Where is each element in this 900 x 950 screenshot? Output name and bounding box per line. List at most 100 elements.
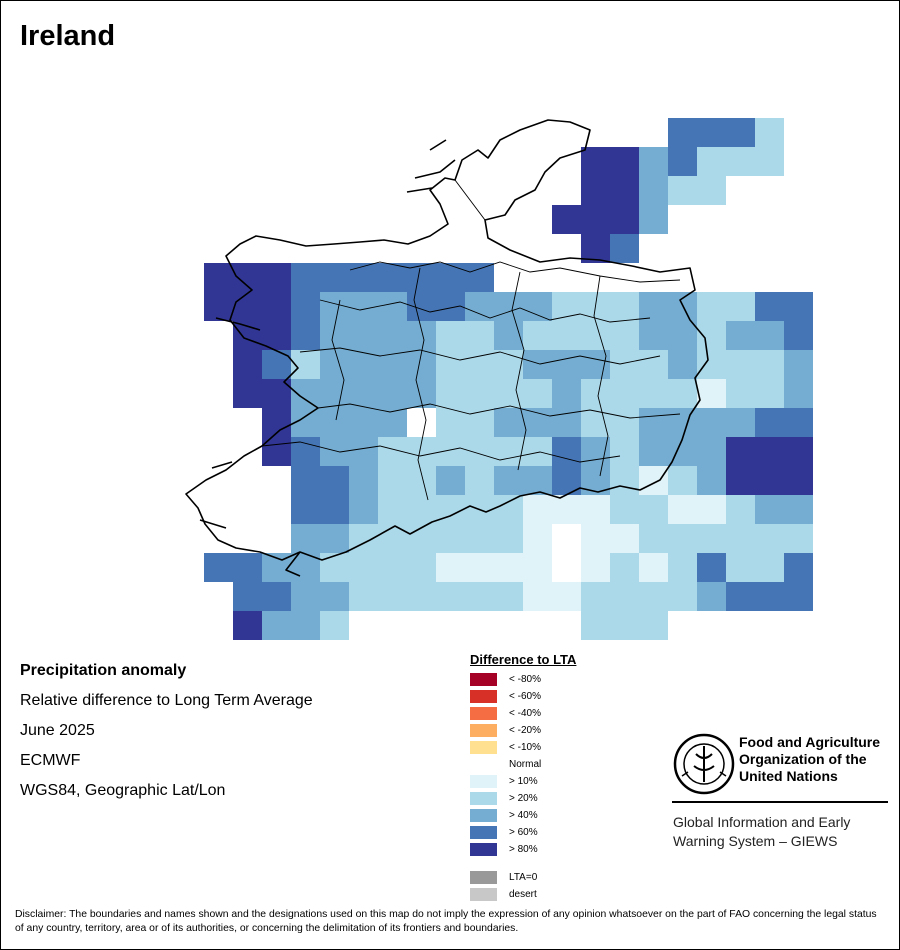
anomaly-cell (378, 466, 407, 495)
info-period: June 2025 (20, 722, 95, 739)
anomaly-cell (349, 263, 378, 292)
anomaly-cell (784, 553, 813, 582)
anomaly-cell (581, 495, 610, 524)
legend-swatch (470, 673, 497, 686)
anomaly-grid (204, 118, 813, 640)
anomaly-cell (639, 379, 668, 408)
anomaly-cell (668, 379, 697, 408)
legend-label: < -40% (509, 708, 541, 719)
anomaly-cell (523, 582, 552, 611)
anomaly-cell (436, 466, 465, 495)
anomaly-cell (784, 582, 813, 611)
anomaly-cell (755, 379, 784, 408)
county-border (454, 179, 486, 221)
anomaly-cell (523, 437, 552, 466)
anomaly-cell (349, 321, 378, 350)
county-border (331, 299, 345, 421)
anomaly-cell (784, 437, 813, 466)
anomaly-cell (697, 408, 726, 437)
anomaly-cell (465, 466, 494, 495)
anomaly-cell (552, 292, 581, 321)
anomaly-cell (697, 147, 726, 176)
anomaly-cell (697, 292, 726, 321)
legend-label: > 60% (509, 827, 538, 838)
anomaly-cell (610, 553, 639, 582)
anomaly-cell (581, 553, 610, 582)
anomaly-cell (262, 350, 291, 379)
ireland-map (185, 118, 813, 640)
anomaly-cell (610, 147, 639, 176)
anomaly-cell (697, 379, 726, 408)
legend-swatch (470, 775, 497, 788)
anomaly-cell (465, 553, 494, 582)
anomaly-cell (494, 524, 523, 553)
anomaly-cell (552, 553, 581, 582)
anomaly-cell (697, 176, 726, 205)
anomaly-cell (523, 350, 552, 379)
anomaly-cell (465, 611, 494, 640)
anomaly-cell (581, 234, 610, 263)
anomaly-cell (610, 379, 639, 408)
anomaly-cell (378, 524, 407, 553)
anomaly-cell (639, 292, 668, 321)
anomaly-cell (407, 292, 436, 321)
anomaly-cell (697, 466, 726, 495)
anomaly-cell (407, 466, 436, 495)
anomaly-cell (755, 553, 784, 582)
anomaly-cell (465, 437, 494, 466)
anomaly-cell (523, 495, 552, 524)
anomaly-cell (552, 611, 581, 640)
anomaly-cell (291, 379, 320, 408)
anomaly-cell (610, 292, 639, 321)
anomaly-cell (639, 466, 668, 495)
anomaly-cell (668, 176, 697, 205)
anomaly-cell (494, 379, 523, 408)
anomaly-cell (436, 582, 465, 611)
anomaly-cell (262, 611, 291, 640)
anomaly-cell (320, 466, 349, 495)
anomaly-cell (233, 582, 262, 611)
anomaly-cell (726, 524, 755, 553)
anomaly-cell (755, 321, 784, 350)
anomaly-cell (784, 321, 813, 350)
anomaly-cell (581, 147, 610, 176)
anomaly-cell (755, 524, 784, 553)
anomaly-cell (320, 524, 349, 553)
anomaly-cell (494, 611, 523, 640)
legend-item: > 20% (470, 791, 576, 808)
anomaly-cell (378, 350, 407, 379)
anomaly-cell (639, 437, 668, 466)
anomaly-cell (697, 495, 726, 524)
anomaly-cell (784, 408, 813, 437)
anomaly-cell (755, 118, 784, 147)
anomaly-cell (291, 321, 320, 350)
map-title: Ireland (20, 20, 116, 52)
anomaly-cell (726, 408, 755, 437)
anomaly-cell (523, 379, 552, 408)
county-border (299, 347, 661, 365)
anomaly-cell (233, 611, 262, 640)
anomaly-cell (407, 524, 436, 553)
map-info-block: Precipitation anomaly Relative differenc… (20, 656, 313, 806)
legend-swatch (470, 741, 497, 754)
info-source: ECMWF (20, 752, 81, 769)
disclaimer: Disclaimer: The boundaries and names sho… (15, 909, 877, 934)
legend-label: > 20% (509, 793, 538, 804)
anomaly-cell (204, 292, 233, 321)
anomaly-cell (581, 205, 610, 234)
legend-swatch (470, 758, 497, 771)
anomaly-cell (726, 437, 755, 466)
anomaly-cell (349, 437, 378, 466)
anomaly-cell (726, 147, 755, 176)
anomaly-cell (494, 321, 523, 350)
anomaly-cell (320, 408, 349, 437)
anomaly-cell (494, 553, 523, 582)
anomaly-cell (639, 408, 668, 437)
legend-label: < -80% (509, 674, 541, 685)
anomaly-cell (784, 379, 813, 408)
legend-item: LTA=0 (470, 870, 576, 887)
anomaly-cell (233, 292, 262, 321)
anomaly-cell (668, 118, 697, 147)
county-border (511, 271, 527, 471)
anomaly-cell (697, 437, 726, 466)
